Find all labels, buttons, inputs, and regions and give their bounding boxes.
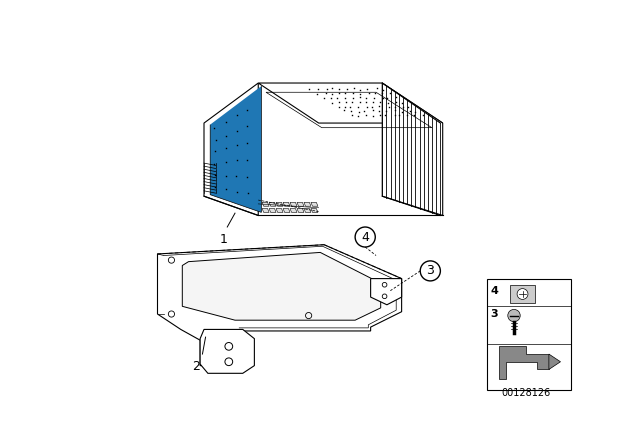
Polygon shape [210,86,261,212]
Polygon shape [204,83,259,215]
Polygon shape [297,208,304,212]
Circle shape [420,261,440,281]
Polygon shape [371,279,402,305]
Polygon shape [262,208,269,212]
Polygon shape [259,83,443,123]
Circle shape [508,310,520,322]
Text: 00128126: 00128126 [502,388,551,397]
Polygon shape [311,202,318,206]
Polygon shape [290,208,297,212]
Polygon shape [311,208,318,212]
Polygon shape [269,202,276,206]
Polygon shape [283,208,290,212]
Polygon shape [276,208,283,212]
Polygon shape [510,285,535,303]
Polygon shape [304,202,311,206]
Polygon shape [382,83,443,215]
Polygon shape [200,329,254,373]
Polygon shape [549,354,561,370]
Text: 4: 4 [361,231,369,244]
Polygon shape [487,279,571,390]
Text: 1: 1 [220,233,227,246]
Text: 3: 3 [426,264,434,277]
Text: 4: 4 [491,286,499,296]
Polygon shape [262,202,269,206]
Polygon shape [297,202,304,206]
Polygon shape [499,346,549,379]
Text: 2: 2 [192,360,200,373]
Polygon shape [157,245,402,366]
Polygon shape [290,202,297,206]
Text: 3: 3 [491,310,499,319]
Polygon shape [182,252,381,320]
Polygon shape [276,202,283,206]
Circle shape [517,289,528,299]
Polygon shape [283,202,290,206]
Polygon shape [304,208,311,212]
Polygon shape [269,208,276,212]
Circle shape [355,227,375,247]
